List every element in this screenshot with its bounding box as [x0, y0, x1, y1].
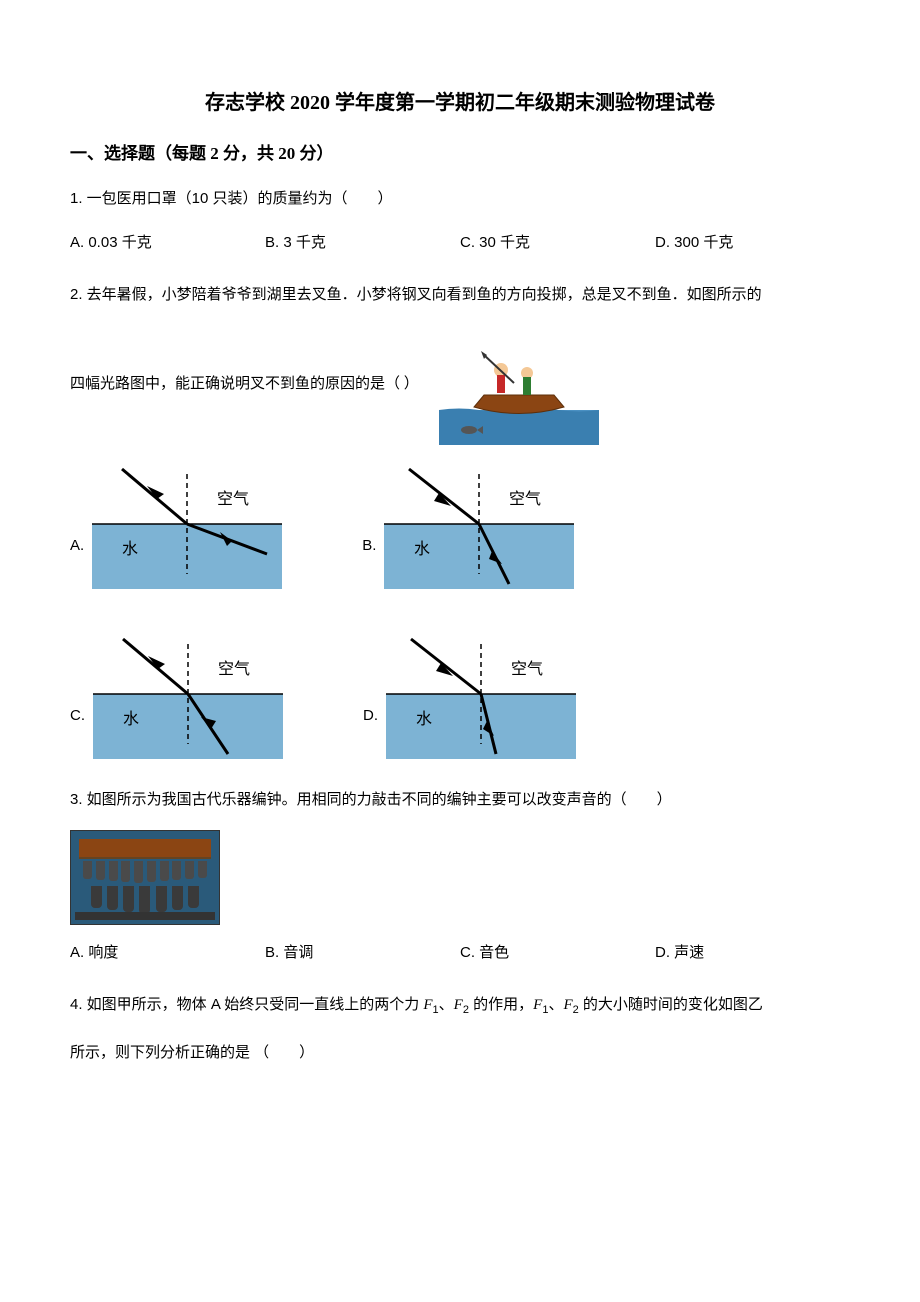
- refraction-diagram-b: 空气 水: [384, 459, 574, 589]
- refraction-diagram-a: 空气 水: [92, 459, 282, 589]
- water-label: 水: [414, 540, 430, 558]
- question-1-options: A. 0.03 千克 B. 3 千克 C. 30 千克 D. 300 千克: [70, 229, 850, 256]
- q1-option-b: B. 3 千克: [265, 229, 460, 256]
- q3-option-d: D. 声速: [655, 939, 850, 966]
- question-4: 4. 如图甲所示，物体 A 始终只受同一直线上的两个力 F1、F2 的作用，F1…: [70, 988, 850, 1069]
- question-2-diagrams: A. 空气 水 B. 空气 水: [70, 459, 850, 759]
- q2-label-d: D.: [363, 702, 378, 729]
- air-label: 空气: [509, 490, 541, 508]
- section-1-header: 一、选择题（每题 2 分，共 20 分）: [70, 139, 850, 170]
- q2-diagram-d: D. 空气 水: [363, 629, 576, 759]
- question-4-text: 4. 如图甲所示，物体 A 始终只受同一直线上的两个力 F1、F2 的作用，F1…: [70, 988, 850, 1022]
- q2-diagram-a: A. 空气 水: [70, 459, 282, 589]
- air-label: 空气: [217, 490, 249, 508]
- bells-image: [70, 830, 220, 925]
- q3-option-c: C. 音色: [460, 939, 655, 966]
- refraction-diagram-c: 空气 水: [93, 629, 283, 759]
- question-1: 1. 一包医用口罩（10 只装）的质量约为（ ） A. 0.03 千克 B. 3…: [70, 182, 850, 256]
- q1-option-a: A. 0.03 千克: [70, 229, 265, 256]
- q1-option-c: C. 30 千克: [460, 229, 655, 256]
- question-4-text-line2: 所示，则下列分析正确的是 （ ）: [70, 1036, 850, 1069]
- air-label: 空气: [511, 660, 543, 678]
- question-2: 2. 去年暑假，小梦陪着爷爷到湖里去叉鱼．小梦将钢叉向看到鱼的方向投掷，总是叉不…: [70, 278, 850, 759]
- water-label: 水: [122, 540, 138, 558]
- question-2-text-line1: 2. 去年暑假，小梦陪着爷爷到湖里去叉鱼．小梦将钢叉向看到鱼的方向投掷，总是叉不…: [70, 278, 850, 311]
- question-1-text: 1. 一包医用口罩（10 只装）的质量约为（ ）: [70, 182, 850, 215]
- q1-option-d: D. 300 千克: [655, 229, 850, 256]
- air-label: 空气: [218, 660, 250, 678]
- water-label: 水: [416, 710, 432, 728]
- q2-diagram-b: B. 空气 水: [362, 459, 574, 589]
- water-label: 水: [123, 710, 139, 728]
- q2-label-a: A.: [70, 532, 84, 559]
- q2-label-b: B.: [362, 532, 376, 559]
- q3-option-a: A. 响度: [70, 939, 265, 966]
- q2-diagram-c: C. 空气 水: [70, 629, 283, 759]
- q3-option-b: B. 音调: [265, 939, 460, 966]
- question-2-text-line2: 四幅光路图中，能正确说明叉不到鱼的原因的是（ ）: [70, 371, 419, 398]
- refraction-diagram-d: 空气 水: [386, 629, 576, 759]
- question-3: 3. 如图所示为我国古代乐器编钟。用相同的力敲击不同的编钟主要可以改变声音的（ …: [70, 783, 850, 966]
- question-3-options: A. 响度 B. 音调 C. 音色 D. 声速: [70, 939, 850, 966]
- exam-title: 存志学校 2020 学年度第一学期初二年级期末测验物理试卷: [70, 85, 850, 121]
- question-3-text: 3. 如图所示为我国古代乐器编钟。用相同的力敲击不同的编钟主要可以改变声音的（ …: [70, 783, 850, 816]
- boat-illustration: [439, 325, 599, 445]
- q2-label-c: C.: [70, 702, 85, 729]
